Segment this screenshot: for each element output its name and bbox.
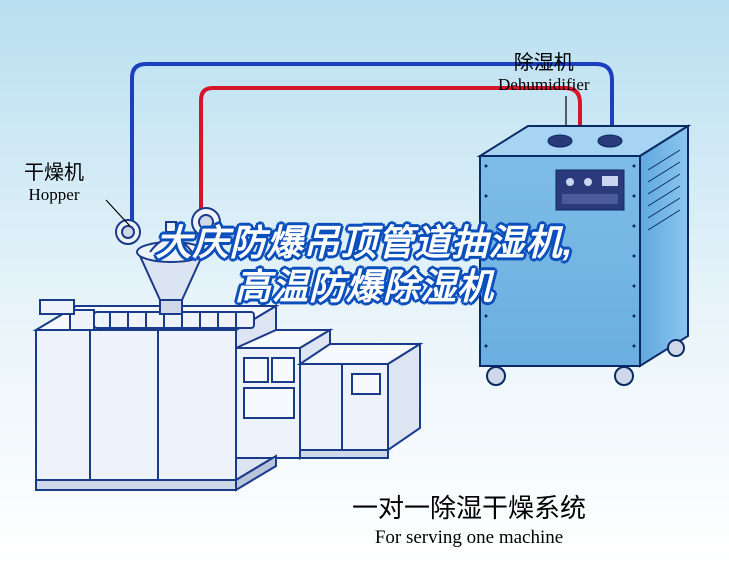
hopper-label-cn: 干燥机 xyxy=(24,156,84,185)
system-label: 一对一除湿干燥系统 For serving one machine xyxy=(352,488,586,549)
system-label-en: For serving one machine xyxy=(352,527,586,549)
system-label-cn: 一对一除湿干燥系统 xyxy=(352,488,586,525)
dehumidifier-label-cn: 除湿机 xyxy=(498,46,590,75)
extruder-machine xyxy=(36,300,420,490)
hopper-label-en: Hopper xyxy=(24,185,84,205)
overlay-title-line2: 高温防爆除湿机 xyxy=(0,258,729,310)
hopper-label: 干燥机 Hopper xyxy=(24,156,84,205)
dehumidifier-label-en: Dehumidifier xyxy=(498,75,590,95)
dehumidifier-label: 除湿机 Dehumidifier xyxy=(498,46,590,95)
